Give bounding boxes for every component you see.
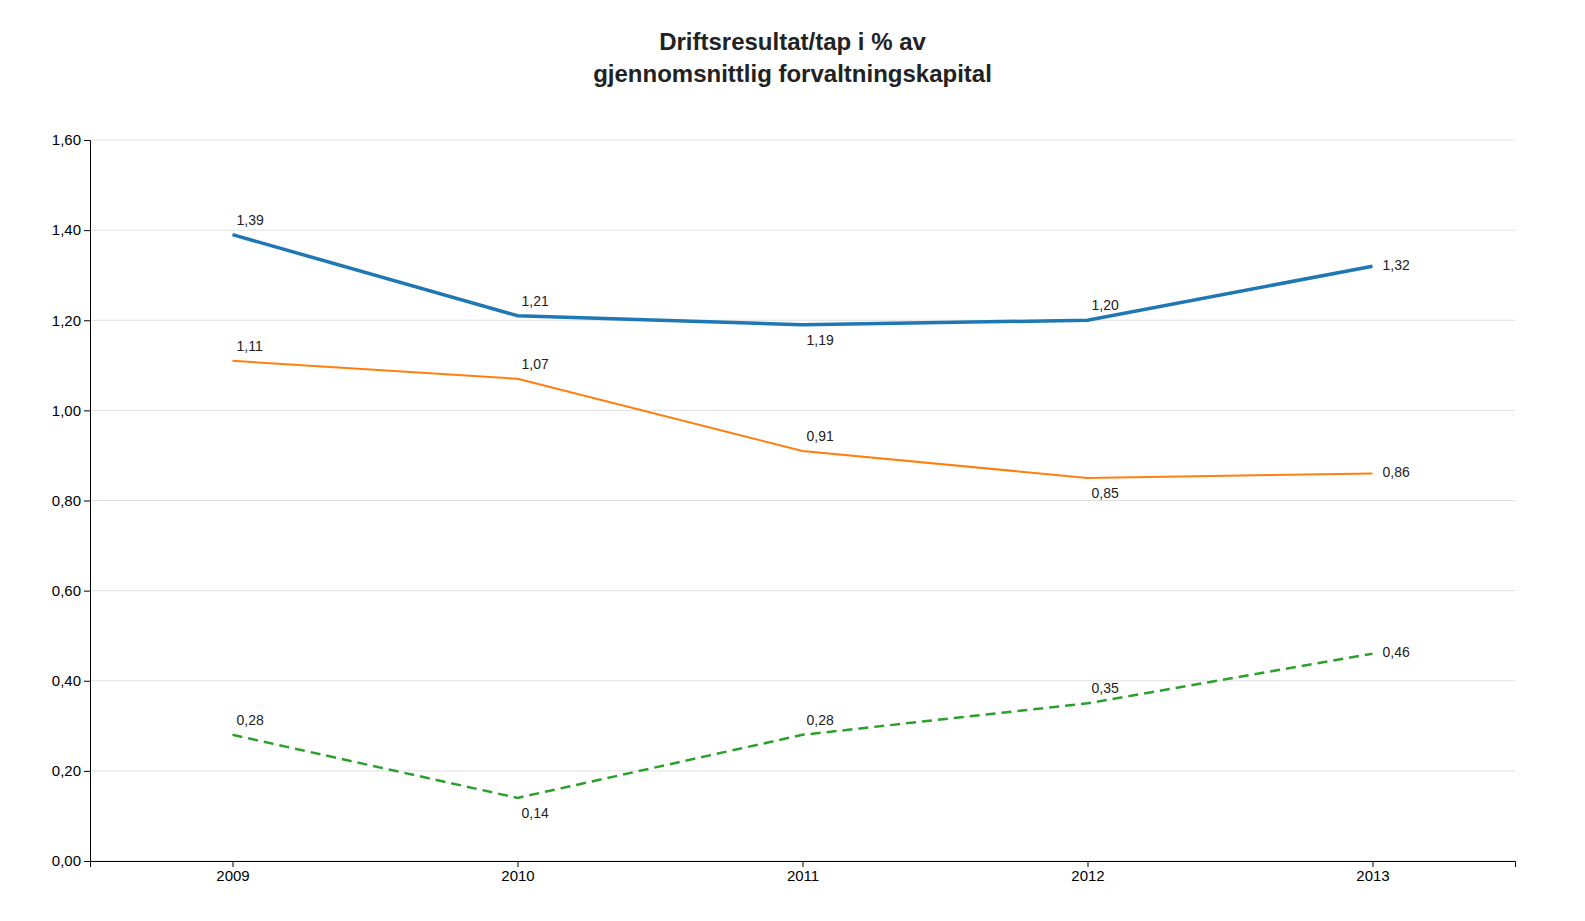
y-tick-label: 0,80: [52, 492, 81, 509]
grid: [90, 140, 1515, 861]
y-tick-label: 0,00: [52, 852, 81, 869]
grid-line: [90, 140, 1515, 141]
x-tick: 2011: [787, 861, 819, 884]
line: [233, 654, 1373, 798]
y-tick-label: 1,00: [52, 402, 81, 419]
grid-line: [90, 590, 1515, 591]
data-label: 0,85: [1092, 485, 1119, 501]
y-tick-mark: [84, 410, 90, 411]
y-tick-mark: [84, 771, 90, 772]
y-tick-mark: [84, 591, 90, 592]
x-tick-label: 2010: [501, 867, 534, 884]
grid-line: [90, 770, 1515, 771]
data-label: 0,35: [1092, 680, 1119, 696]
y-axis: 0,00 0,20 0,40 0,60 0,80 1,00 1,20 1,40 1,60: [52, 131, 91, 869]
data-label: 0,46: [1383, 644, 1410, 660]
grid-line: [90, 230, 1515, 231]
y-tick-label: 0,60: [52, 582, 81, 599]
grid-line: [90, 410, 1515, 411]
y-tick: 1,20: [52, 312, 90, 329]
y-tick: 0,80: [52, 492, 90, 509]
chart: Driftsresultat/tap i % av gjennomsnittlig…: [0, 0, 1585, 921]
lines: [233, 235, 1373, 798]
data-label: 0,14: [522, 805, 549, 821]
title: Driftsresultat/tap i % av gjennomsnittlig…: [593, 28, 992, 87]
x-tick-label: 2009: [216, 867, 249, 884]
y-tick-label: 1,40: [52, 221, 81, 238]
y-tick-mark: [84, 861, 90, 862]
x-axis: 2009 2010 2011 2012 2013: [91, 861, 1516, 884]
plot: 2009 2010 2011 2012 2013 0,00 0,20 0,40 0,60 0,80…: [52, 131, 1516, 883]
data-label: 1,39: [237, 212, 264, 228]
y-tick-mark: [84, 140, 90, 141]
y-tick: 0,00: [52, 852, 90, 869]
data-label: 1,21: [522, 293, 549, 309]
y-tick: 0,40: [52, 672, 90, 689]
axis-line: [84, 141, 91, 862]
grid-line: [90, 320, 1515, 321]
data-label: 0,28: [237, 712, 264, 728]
title-line: Driftsresultat/tap i % av: [659, 28, 926, 55]
x-tick: 2009: [216, 861, 249, 884]
y-tick-mark: [84, 230, 90, 231]
line: [233, 361, 1373, 478]
y-tick-mark: [84, 681, 90, 682]
data-label: 1,20: [1092, 297, 1119, 313]
line: [233, 235, 1373, 325]
y-tick-label: 1,60: [52, 131, 81, 148]
x-tick: 2013: [1356, 861, 1389, 884]
data-label: 1,07: [522, 356, 549, 372]
grid-line: [90, 680, 1515, 681]
x-tick-label: 2013: [1356, 867, 1389, 884]
y-tick-label: 0,20: [52, 762, 81, 779]
data-labels: 1,39 1,21 1,19 1,20 1,32 1,11 1,07 0,91 0,85 0,86…: [237, 212, 1410, 822]
data-label: 1,32: [1383, 257, 1410, 273]
x-tick: 2012: [1071, 861, 1104, 884]
data-label: 0,91: [807, 428, 834, 444]
grid-line: [90, 500, 1515, 501]
y-tick-label: 0,40: [52, 672, 81, 689]
data-label: 0,28: [807, 712, 834, 728]
title-line: gjennomsnittlig forvaltningskapital: [593, 60, 992, 87]
y-tick-mark: [84, 501, 90, 502]
x-tick-label: 2012: [1071, 867, 1104, 884]
y-tick-mark: [84, 320, 90, 321]
x-tick-label: 2011: [787, 867, 819, 884]
y-tick: 0,20: [52, 762, 90, 779]
data-label: 1,19: [807, 332, 834, 348]
y-tick: 1,60: [52, 131, 90, 148]
data-label: 1,11: [237, 338, 263, 354]
y-tick: 0,60: [52, 582, 90, 599]
y-tick: 1,40: [52, 221, 90, 238]
y-tick: 1,00: [52, 402, 90, 419]
data-label: 0,86: [1383, 464, 1410, 480]
x-tick: 2010: [501, 861, 534, 884]
y-tick-label: 1,20: [52, 312, 81, 329]
